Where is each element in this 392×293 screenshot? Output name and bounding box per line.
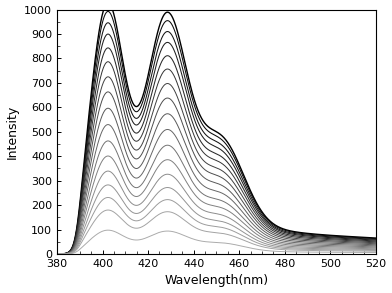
Y-axis label: Intensity: Intensity: [5, 105, 18, 159]
X-axis label: Wavelength(nm): Wavelength(nm): [164, 275, 269, 287]
